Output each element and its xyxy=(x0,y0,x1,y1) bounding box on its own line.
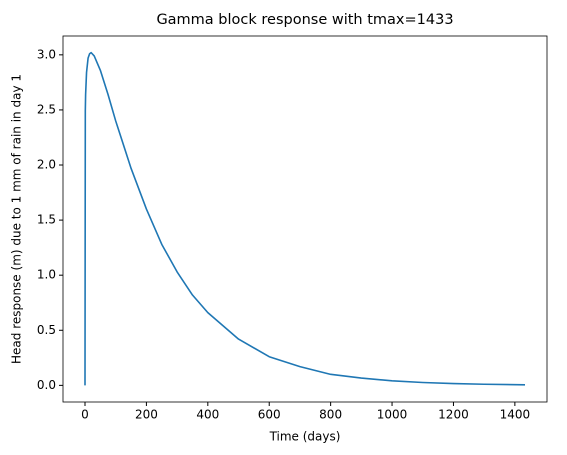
y-tick-label: 2.5 xyxy=(37,102,56,116)
y-tick-label: 1.5 xyxy=(37,213,56,227)
x-tick-label: 0 xyxy=(81,408,89,422)
x-tick-label: 800 xyxy=(319,408,342,422)
x-tick-label: 1200 xyxy=(438,408,469,422)
x-tick-label: 600 xyxy=(258,408,281,422)
data-line xyxy=(84,51,526,386)
x-axis-label: Time (days) xyxy=(269,430,341,444)
y-axis-label: Head response (m) due to 1 mm of rain in… xyxy=(10,74,24,364)
chart-title: Gamma block response with tmax=1433 xyxy=(156,12,453,28)
y-tick-label: 2.0 xyxy=(37,158,56,172)
x-tick-label: 1000 xyxy=(377,408,408,422)
y-tick-label: 0.5 xyxy=(37,323,56,337)
y-tick-label: 0.0 xyxy=(37,378,56,392)
x-tick-label: 1400 xyxy=(500,408,531,422)
y-tick-label: 3.0 xyxy=(37,47,56,61)
x-tick-label: 200 xyxy=(135,408,158,422)
y-tick-label: 1.0 xyxy=(37,268,56,282)
axes-frame xyxy=(62,35,548,403)
x-tick-label: 400 xyxy=(196,408,219,422)
